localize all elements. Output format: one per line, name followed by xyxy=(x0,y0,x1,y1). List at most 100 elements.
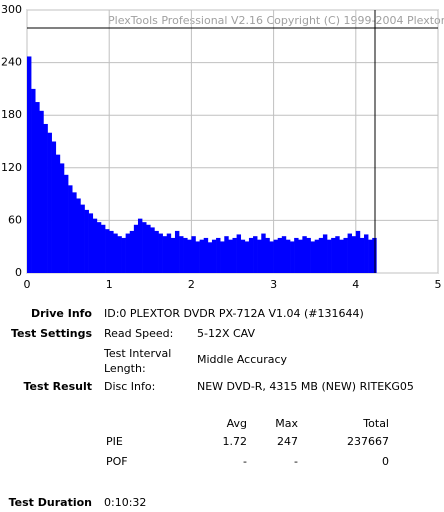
bar xyxy=(273,239,279,273)
cell: 1.72 xyxy=(222,435,248,448)
bar xyxy=(347,233,352,273)
label: Test Duration xyxy=(8,496,92,509)
bar xyxy=(59,163,65,273)
bar xyxy=(327,239,332,273)
label: Read Speed: xyxy=(104,327,174,340)
bar xyxy=(232,237,237,273)
bar xyxy=(331,237,336,273)
column-header: Max xyxy=(275,417,298,430)
bar xyxy=(310,241,315,273)
cell: 247 xyxy=(277,435,298,448)
label: Test Result xyxy=(23,380,92,393)
bar xyxy=(224,236,229,273)
bar xyxy=(281,236,287,273)
y-tick-label: 60 xyxy=(8,213,22,226)
bar xyxy=(76,198,81,273)
bar xyxy=(269,241,274,273)
bar xyxy=(294,237,299,273)
y-tick-label: 300 xyxy=(1,3,22,16)
bar xyxy=(133,224,139,273)
row-label: PIE xyxy=(106,435,123,448)
bar xyxy=(27,56,32,273)
bar xyxy=(216,237,221,273)
bar xyxy=(203,237,209,273)
bar xyxy=(146,224,151,273)
bar xyxy=(302,236,307,273)
bar xyxy=(125,233,131,273)
y-tick-label: 120 xyxy=(1,161,22,174)
bar xyxy=(306,237,311,273)
value: NEW DVD-R, 4315 MB (NEW) RITEKG05 xyxy=(197,380,414,393)
bar xyxy=(31,88,36,274)
value: Middle Accuracy xyxy=(197,353,288,366)
bar xyxy=(368,239,373,273)
bar xyxy=(244,241,250,273)
bar xyxy=(322,234,328,273)
bar xyxy=(179,236,184,273)
x-tick-label: 3 xyxy=(270,278,277,291)
bar xyxy=(55,154,61,273)
bar xyxy=(150,227,155,273)
bar xyxy=(298,239,303,273)
label: Drive Info xyxy=(30,307,92,320)
bar xyxy=(117,236,122,273)
bar xyxy=(68,185,73,273)
value: 0:10:32 xyxy=(104,496,147,509)
value: 5-12X CAV xyxy=(197,327,256,340)
bar xyxy=(183,237,188,273)
bar xyxy=(265,237,270,273)
bar xyxy=(105,229,110,273)
bar xyxy=(335,236,340,273)
cell: 0 xyxy=(382,455,389,468)
bar xyxy=(372,237,377,273)
bar xyxy=(285,239,291,273)
bar xyxy=(195,241,200,273)
cell: - xyxy=(294,455,298,468)
bar xyxy=(364,234,369,273)
watermark: PlexTools Professional V2.16 Copyright (… xyxy=(108,14,444,27)
column-header: Avg xyxy=(226,417,247,430)
bar xyxy=(129,230,135,273)
bar xyxy=(51,141,57,273)
x-tick-label: 5 xyxy=(435,278,442,291)
bar xyxy=(228,239,233,273)
bar xyxy=(113,233,118,273)
bar xyxy=(170,237,176,273)
bar xyxy=(236,234,242,273)
x-tick-label: 2 xyxy=(188,278,195,291)
bar xyxy=(207,242,213,273)
bar xyxy=(343,237,348,273)
bar xyxy=(318,237,324,273)
bar xyxy=(92,218,98,273)
bar xyxy=(290,241,295,273)
label: Test Interval Length: xyxy=(104,347,172,375)
bar xyxy=(154,230,159,273)
bar xyxy=(174,230,180,273)
bar xyxy=(39,110,44,273)
bar xyxy=(211,239,217,273)
bar xyxy=(257,239,262,273)
bar xyxy=(47,132,52,273)
row-label: POF xyxy=(106,455,128,468)
x-tick-label: 1 xyxy=(106,278,113,291)
bar xyxy=(187,239,192,273)
y-tick-label: 0 xyxy=(15,266,22,279)
bar xyxy=(72,192,77,273)
bar xyxy=(80,204,85,273)
bar xyxy=(166,233,172,273)
bar xyxy=(199,239,205,273)
bar xyxy=(162,236,168,273)
bar xyxy=(100,224,106,273)
bar xyxy=(84,209,89,273)
bar xyxy=(96,222,102,273)
bar xyxy=(43,123,48,273)
cell: 237667 xyxy=(347,435,389,448)
x-tick-label: 0 xyxy=(24,278,31,291)
bar xyxy=(35,102,40,273)
cell: - xyxy=(243,455,247,468)
y-tick-label: 240 xyxy=(1,56,22,69)
bar xyxy=(158,233,163,273)
column-header: Total xyxy=(363,417,389,430)
bar xyxy=(314,239,320,273)
